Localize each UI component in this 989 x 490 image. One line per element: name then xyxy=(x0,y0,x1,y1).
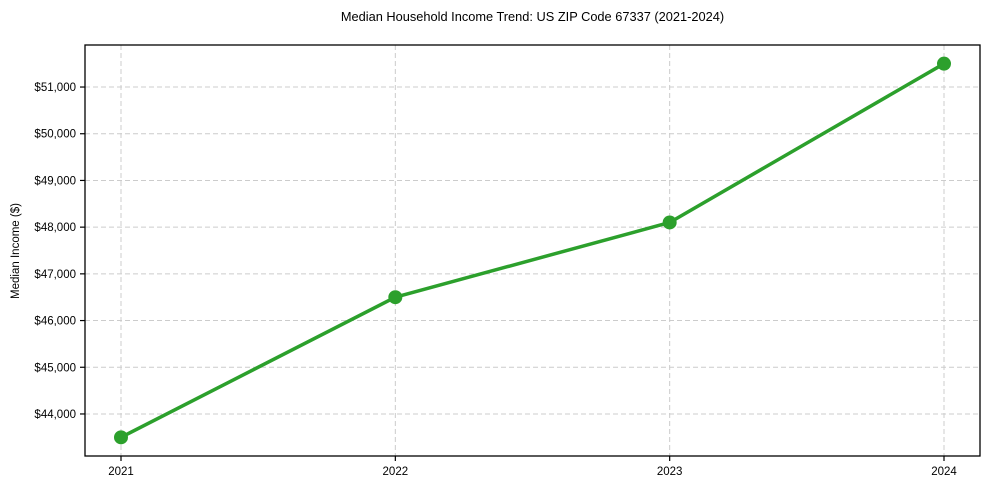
data-point-marker xyxy=(114,430,128,445)
data-point-marker xyxy=(662,215,677,230)
x-tick-label: 2022 xyxy=(383,466,409,478)
axis-frame xyxy=(84,44,981,457)
y-tick-label: $46,000 xyxy=(34,316,76,328)
y-tick-label: $48,000 xyxy=(34,222,76,234)
chart-title: Median Household Income Trend: US ZIP Co… xyxy=(340,9,725,24)
x-tick-label: 2021 xyxy=(108,466,134,478)
x-tick-label: 2024 xyxy=(931,466,957,478)
data-point-marker xyxy=(388,290,403,305)
y-tick-label: $50,000 xyxy=(34,129,76,141)
trend-line xyxy=(119,61,946,440)
y-tick-label: $49,000 xyxy=(34,175,76,187)
y-tick-label: $45,000 xyxy=(34,362,76,374)
x-tick-label: 2023 xyxy=(657,466,683,478)
y-tick-label: $51,000 xyxy=(34,82,76,94)
y-tick-label: $47,000 xyxy=(34,269,76,281)
y-tick-label: $44,000 xyxy=(34,409,76,421)
data-point-marker xyxy=(937,56,951,71)
